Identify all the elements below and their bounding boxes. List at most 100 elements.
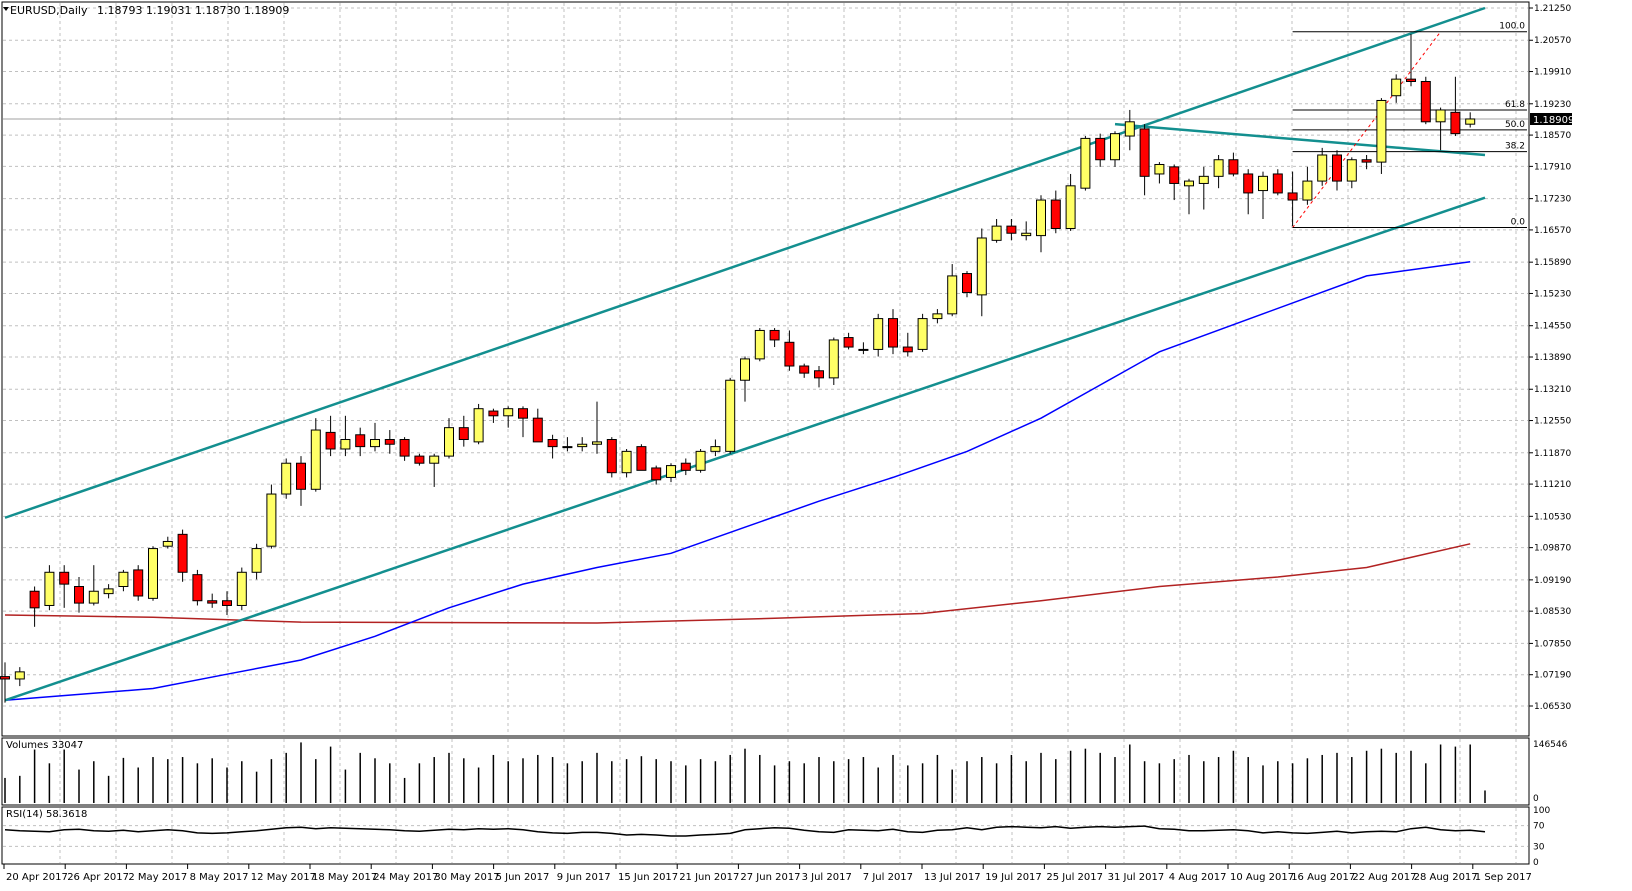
candle-body	[1332, 154, 1342, 182]
date-tick-label: 9 Jun 2017	[557, 872, 611, 883]
candle	[1258, 171, 1268, 220]
candle	[1287, 171, 1298, 227]
candle	[1139, 124, 1150, 196]
candle-body	[991, 225, 1002, 241]
candle	[606, 437, 617, 478]
volume-max-label: 146546	[1533, 740, 1568, 750]
price-tick-label: 1.07190	[1534, 671, 1571, 681]
candle	[651, 465, 662, 485]
candle	[1346, 157, 1357, 189]
price-tick-label: 1.11870	[1534, 449, 1571, 459]
candle	[1302, 166, 1313, 205]
candle	[1169, 164, 1180, 201]
candle-body	[917, 318, 928, 350]
candle-body	[710, 446, 721, 452]
price-tick-label: 1.06530	[1534, 702, 1571, 712]
ma-fast-line	[4, 260, 1471, 702]
price-tick-label: 1.07850	[1534, 639, 1571, 649]
candle	[991, 219, 1002, 243]
date-tick-label: 2 May 2017	[128, 872, 187, 883]
candle-body	[1110, 133, 1120, 161]
candle-body	[532, 417, 543, 443]
candle-body	[429, 455, 440, 464]
candle-body	[1435, 109, 1446, 123]
date-tick-label: 21 Jun 2017	[679, 872, 739, 883]
candle-body	[1139, 128, 1150, 177]
candle-body	[636, 446, 647, 471]
candle-body	[473, 408, 484, 443]
date-tick-label: 1 Sep 2017	[1475, 872, 1532, 883]
candle	[488, 408, 499, 423]
candle	[177, 529, 188, 582]
candle	[44, 565, 55, 611]
price-tick-label: 1.18570	[1534, 131, 1571, 141]
candle	[340, 415, 351, 457]
candle-body	[1450, 111, 1461, 135]
candle-body	[725, 379, 736, 452]
candle-body	[222, 600, 232, 606]
candle-body	[1420, 80, 1431, 123]
date-tick-label: 16 Aug 2017	[1291, 872, 1355, 883]
candle-body	[503, 408, 514, 417]
fib-level-label: 38.2	[1505, 142, 1525, 152]
candle-body	[88, 590, 99, 604]
candle-body	[133, 569, 144, 597]
candle-body	[666, 465, 676, 478]
candle	[1391, 74, 1402, 103]
candle	[888, 309, 898, 355]
candle	[0, 662, 10, 703]
candle-body	[488, 410, 499, 417]
candle	[873, 313, 884, 357]
candle-body	[873, 318, 884, 350]
date-tick-label: 5 Jun 2017	[496, 872, 550, 883]
price-tick-label: 1.17910	[1534, 162, 1571, 172]
candle	[1021, 221, 1032, 241]
rsi-line	[3, 825, 1528, 847]
candle	[162, 536, 173, 549]
candle	[1228, 152, 1239, 177]
candle-body	[962, 273, 972, 294]
candle-body	[518, 408, 528, 419]
price-tick-label: 1.08530	[1534, 607, 1571, 617]
candle	[518, 406, 528, 438]
candle	[207, 593, 218, 608]
collapse-triangle-icon[interactable]	[3, 7, 9, 11]
candle-body	[932, 313, 943, 320]
candle	[103, 584, 114, 599]
candle	[695, 448, 706, 473]
candle	[1184, 178, 1194, 215]
price-tick-label: 1.09190	[1534, 576, 1571, 586]
candle	[296, 456, 306, 506]
rsi-tick-label: 70	[1533, 822, 1545, 832]
fibonacci-retracement[interactable]: 100.0 61.8 50.0 38.2 0.0	[1292, 22, 1527, 229]
channel-lower-line	[4, 196, 1486, 702]
candle-body	[59, 571, 70, 585]
candle	[1080, 136, 1091, 191]
date-tick-label: 20 Apr 2017	[6, 872, 68, 883]
candle-body	[1272, 173, 1283, 194]
candle-body	[296, 462, 306, 490]
candle-body	[976, 237, 987, 296]
date-tick-label: 13 Jul 2017	[924, 872, 981, 883]
rsi-tick-label: 0	[1533, 858, 1539, 868]
price-tick-label: 1.09870	[1534, 544, 1571, 554]
candle	[636, 444, 647, 471]
candle	[799, 363, 810, 378]
candle-body	[828, 339, 839, 379]
candle	[414, 453, 425, 466]
candle	[1420, 76, 1431, 125]
rsi-polyline	[4, 825, 1486, 837]
candle	[725, 377, 736, 454]
candle	[710, 439, 721, 457]
fib-level-label: 61.8	[1505, 100, 1525, 110]
date-tick-label: 30 May 2017	[434, 872, 499, 883]
candle	[473, 403, 484, 445]
candle	[1036, 195, 1046, 253]
candle-body	[458, 427, 469, 441]
candle	[118, 569, 129, 592]
candle	[503, 406, 514, 428]
price-tick-label: 1.15230	[1534, 289, 1571, 299]
channel-upper-line	[4, 6, 1486, 519]
candle	[458, 415, 469, 447]
